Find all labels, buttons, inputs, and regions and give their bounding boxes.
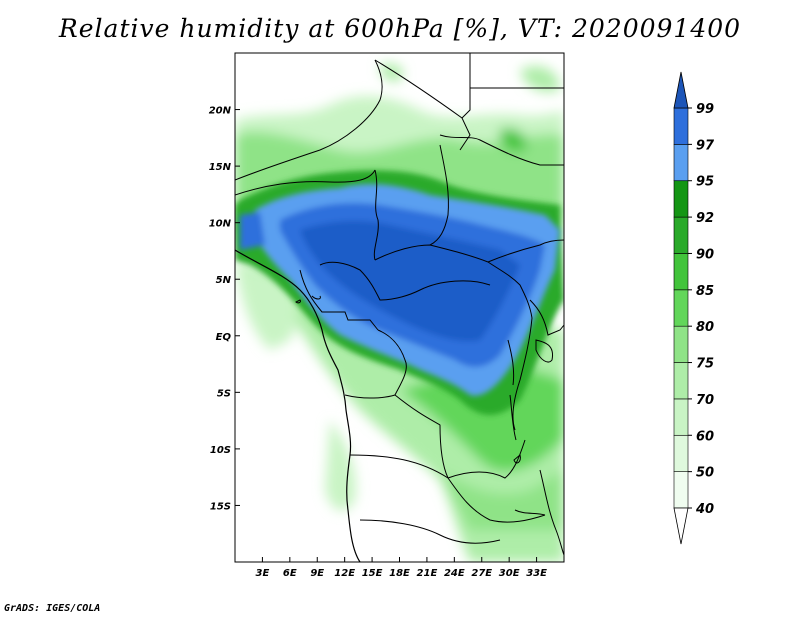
colorbar-bottom-arrow xyxy=(673,507,689,545)
lon-tick-label: 3E xyxy=(256,568,270,579)
border-northwest xyxy=(235,59,383,181)
colorbar-label: 80 xyxy=(696,320,714,335)
lake-albert xyxy=(507,339,515,386)
map-title: Relative humidity at 600hPa [%], VT: 202… xyxy=(58,14,742,43)
grads-credit: GrADS: IGES/COLA xyxy=(4,603,101,614)
colorbar-label: 92 xyxy=(696,211,714,226)
border-south-sudan xyxy=(487,239,564,263)
lake-mweru xyxy=(513,454,521,464)
border-angola-drc xyxy=(344,394,449,479)
lon-tick-label: 21E xyxy=(417,568,438,579)
colorbar-segment xyxy=(673,289,689,327)
lake-tanganyika xyxy=(509,394,517,441)
colorbar-label: 97 xyxy=(696,138,715,153)
colorbar-label: 50 xyxy=(696,466,714,481)
lat-tick-label: 15S xyxy=(210,501,231,512)
colorbar-label: 85 xyxy=(696,284,714,299)
colorbar-label: 90 xyxy=(696,247,714,262)
colorbar-segment xyxy=(673,180,689,218)
colorbar-label: 60 xyxy=(696,429,714,444)
border-namibia-botswana xyxy=(359,519,501,544)
border-congo xyxy=(377,329,407,396)
cameroon-coast xyxy=(311,295,321,300)
border-chad-east xyxy=(429,144,449,246)
lat-tick-label: 10N xyxy=(209,219,232,230)
colorbar-segment xyxy=(673,434,689,472)
colorbar-segment xyxy=(673,144,689,182)
colorbar-segment xyxy=(673,107,689,145)
lat-tick-label: 20N xyxy=(209,106,232,117)
lat-tick-label: EQ xyxy=(216,332,232,343)
colorbar: 40 50 60 70 75 80 85 90 92 95 97 99 xyxy=(673,71,715,545)
border-car-north xyxy=(374,244,489,263)
border-uganda-kenya xyxy=(529,299,564,336)
colorbar-label: 95 xyxy=(696,175,714,190)
border-drc-east xyxy=(512,317,533,431)
lon-tick-label: 24E xyxy=(444,568,465,579)
lat-tick-label: 10S xyxy=(210,445,231,456)
colorbar-segment xyxy=(673,398,689,436)
border-sudan-north xyxy=(439,134,564,166)
lon-tick-label: 27E xyxy=(471,568,492,579)
border-niger-south xyxy=(235,169,376,196)
lat-tick-label: 5S xyxy=(217,388,231,399)
colorbar-segment xyxy=(673,216,689,254)
lon-tick-label: 33E xyxy=(526,568,547,579)
border-cameroon-car xyxy=(319,261,491,301)
lat-tick-label: 15N xyxy=(209,162,232,173)
colorbar-label: 75 xyxy=(696,357,714,372)
lon-tick-label: 18E xyxy=(389,568,410,579)
colorbar-label: 99 xyxy=(696,102,714,117)
colorbar-segment xyxy=(673,362,689,400)
border-car-east xyxy=(487,261,533,319)
lake-victoria xyxy=(535,339,554,363)
border-gabon xyxy=(299,269,379,331)
lon-tick-label: 12E xyxy=(334,568,355,579)
colorbar-segment xyxy=(673,253,689,291)
border-southern xyxy=(349,454,546,523)
island-bioko xyxy=(295,299,301,304)
border-zambia xyxy=(447,439,526,479)
lon-tick-label: 9E xyxy=(310,568,324,579)
lon-tick-label: 30E xyxy=(499,568,520,579)
lon-tick-label: 6E xyxy=(283,568,297,579)
colorbar-label: 40 xyxy=(695,502,714,517)
border-niger-libya xyxy=(374,59,463,119)
colorbar-label: 70 xyxy=(696,393,714,408)
longitude-axis: 3E 6E 9E 12E 15E 18E 21E 24E 27E 30E 33E xyxy=(256,557,547,579)
lat-tick-label: 5N xyxy=(216,275,232,286)
lake-kariba xyxy=(514,509,546,516)
border-mozambique xyxy=(539,469,564,556)
border-chad-west xyxy=(373,169,379,261)
country-borders xyxy=(235,53,564,562)
lon-tick-label: 15E xyxy=(362,568,383,579)
latitude-axis: 20N 15N 10N 5N EQ 5S 10S 15S xyxy=(209,106,240,512)
humidity-field xyxy=(235,53,564,562)
colorbar-segment xyxy=(673,471,689,509)
humidity-high-core xyxy=(240,184,560,396)
colorbar-segment xyxy=(673,325,689,363)
coastline xyxy=(235,249,361,562)
colorbar-top-arrow xyxy=(673,71,689,109)
